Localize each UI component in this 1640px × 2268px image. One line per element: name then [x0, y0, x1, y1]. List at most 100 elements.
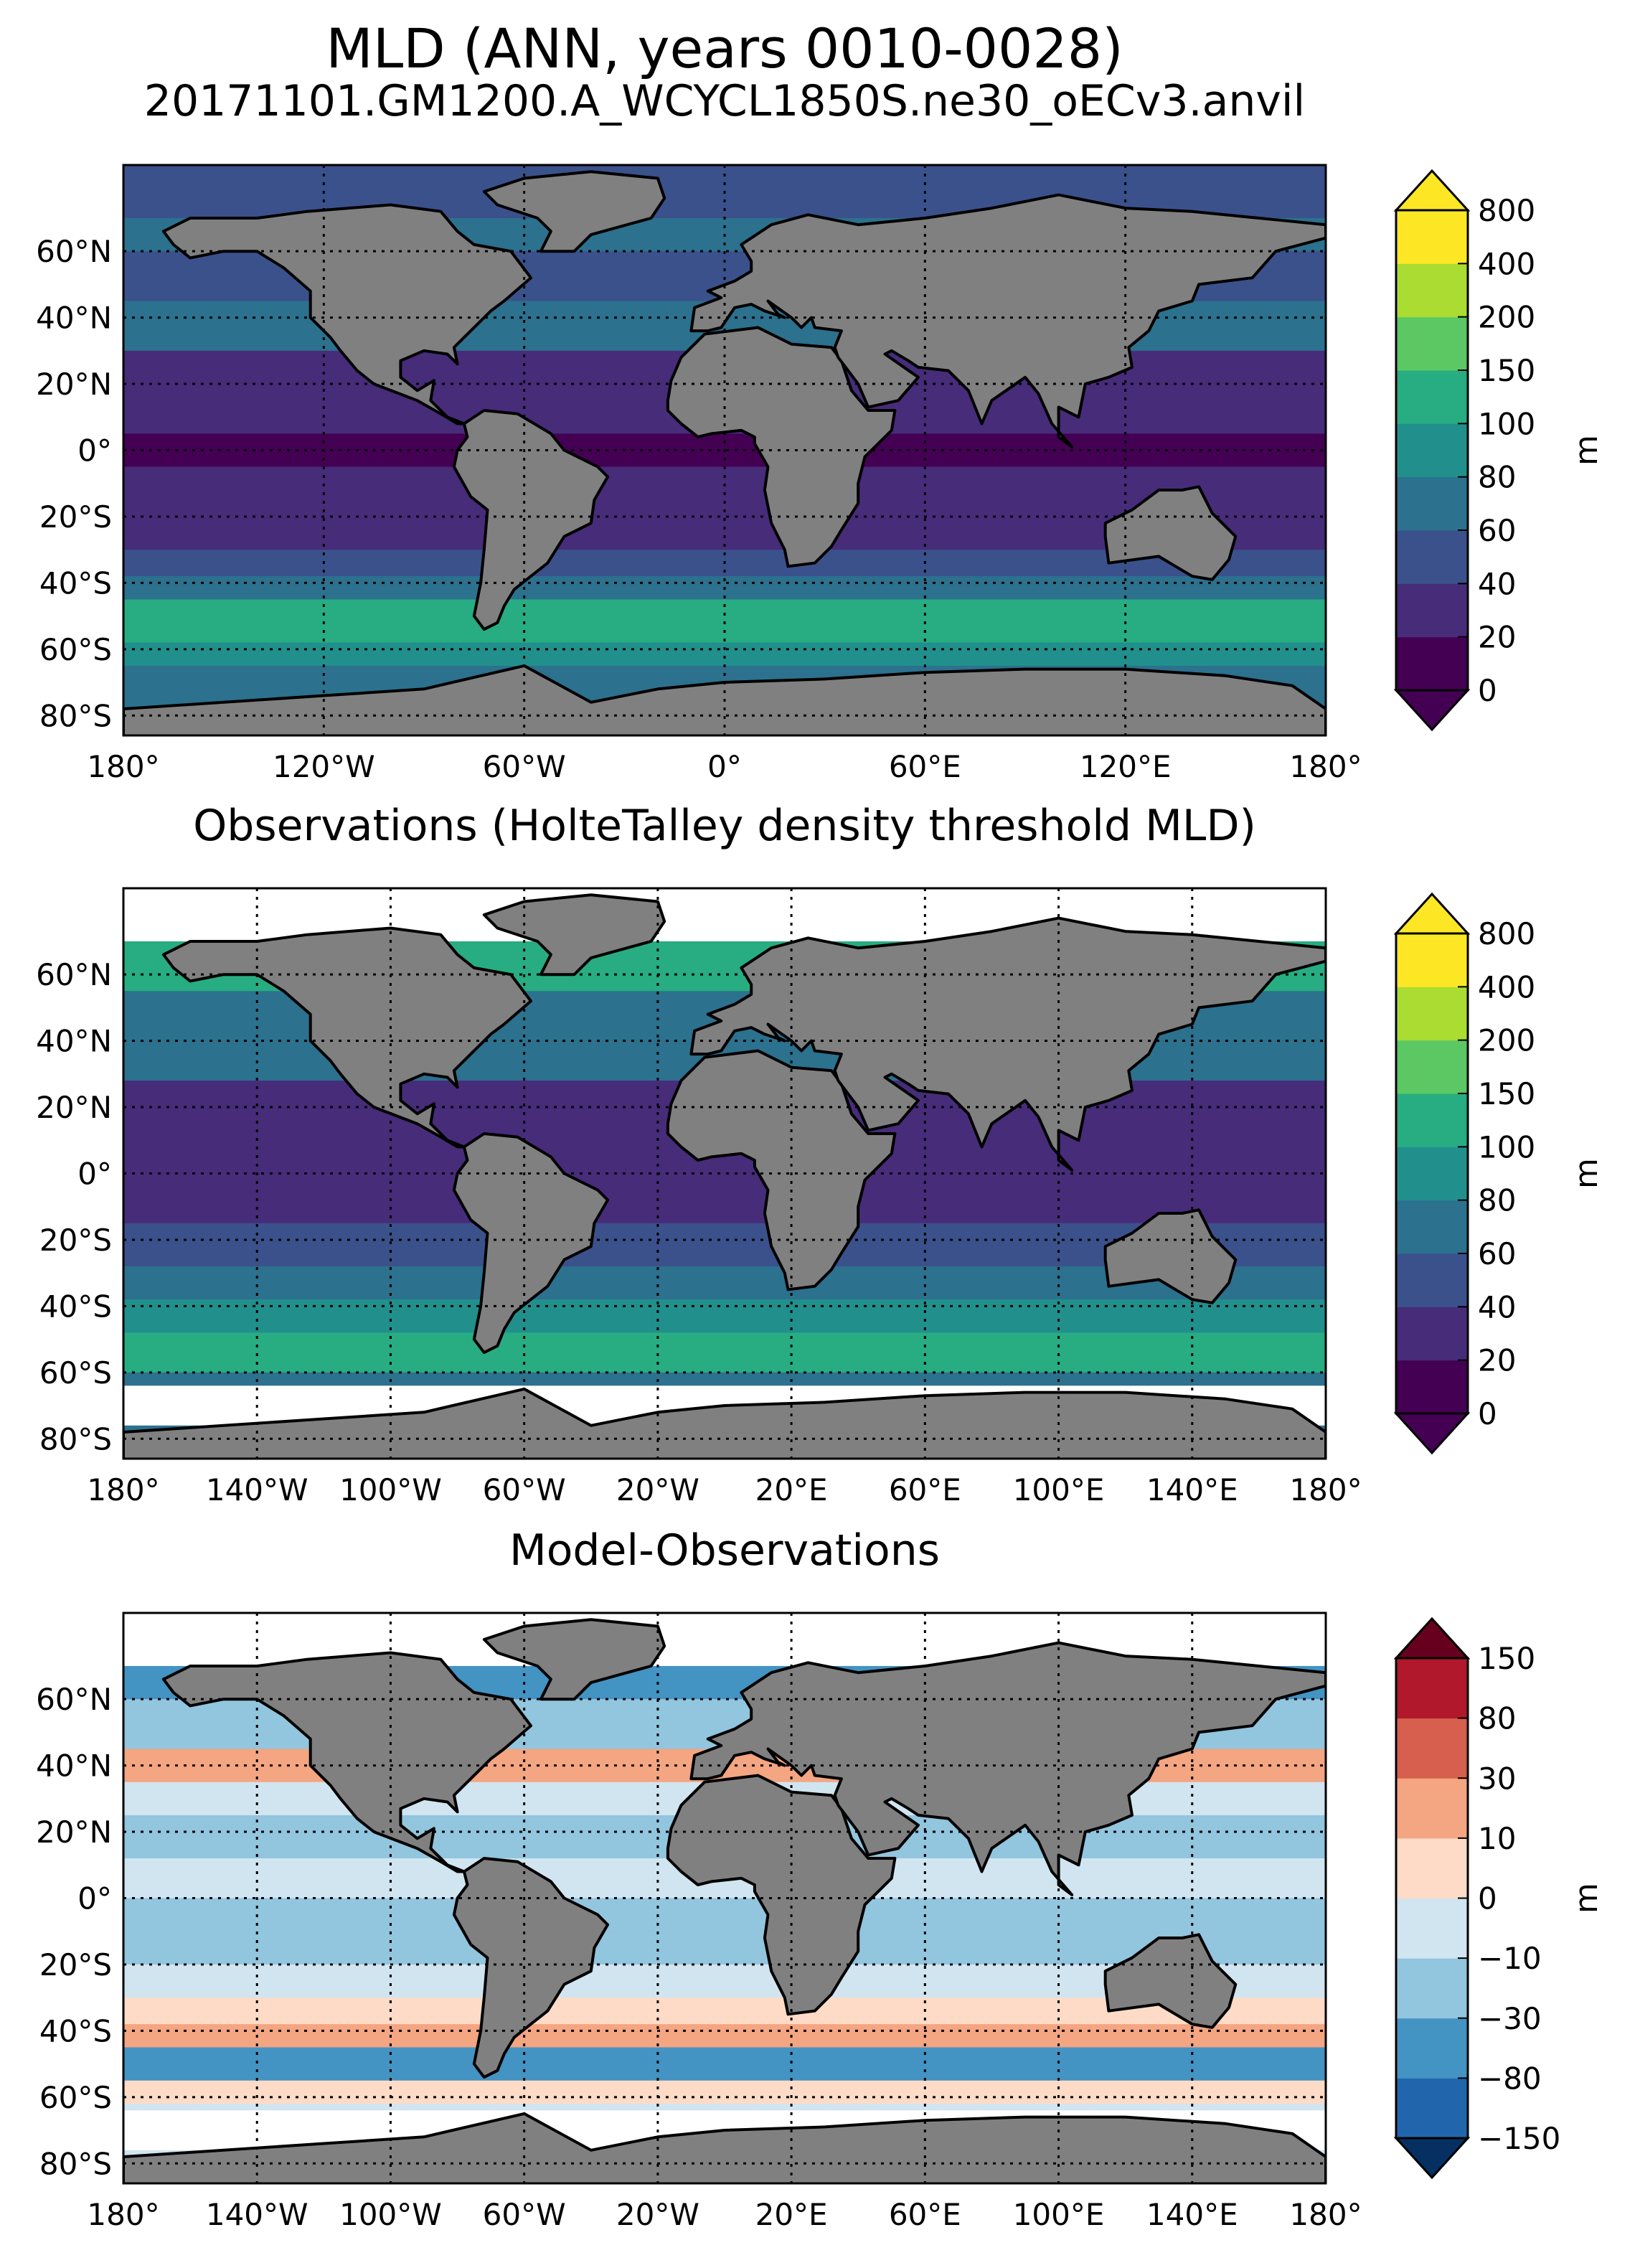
landmass-greenland [482, 1618, 666, 1701]
colorbar-diff: −150 −80 −30 −10 0 10 30 80 150 m [1393, 1617, 1605, 2180]
colorbar-tick-label: 150 [1478, 353, 1535, 388]
lon-tick-label: 120°E [1080, 749, 1172, 784]
colorbar-segment [1396, 316, 1468, 371]
lon-tick-label: 100°W [339, 2197, 442, 2232]
lat-tick-label: 20°S [39, 499, 112, 535]
colorbar-tick-label: 40 [1478, 1289, 1516, 1324]
ocean-band [123, 2080, 1326, 2105]
lat-tick-label: 60°S [39, 1355, 112, 1391]
lat-tick-label: 40°S [39, 1289, 112, 1324]
colorbar-segment [1396, 1898, 1468, 1959]
lat-tick-label: 40°N [36, 1749, 112, 1784]
landmass-greenland [482, 893, 666, 977]
lon-tick-label: 140°E [1146, 1472, 1238, 1507]
lon-tick-label: 20°W [616, 1472, 699, 1507]
colorbar-frame [1395, 932, 1469, 1415]
lat-tick-label: 20°N [36, 1815, 112, 1850]
lat-tick-label: 60°N [36, 957, 112, 992]
lat-tick-label: 40°S [39, 565, 112, 601]
lat-tick-label: 60°N [36, 234, 112, 269]
colorbar-frame [1395, 209, 1469, 692]
colorbar-segment [1396, 2078, 1468, 2139]
lat-tick-label: 0° [77, 1881, 112, 1916]
colorbar-extend-min [1393, 689, 1471, 732]
lon-tick-label: 60°W [483, 1472, 566, 1507]
colorbar-segment [1396, 1253, 1468, 1307]
colorbar-tick-label: 60 [1478, 513, 1516, 548]
colorbar-model: 0 20 40 60 80 100 150 200 400 800 m [1393, 169, 1605, 732]
lon-tick-label: 60°E [889, 2197, 961, 2232]
ocean-band [123, 642, 1326, 667]
lat-tick-label: 80°S [39, 698, 112, 733]
map-model: 60°N 40°N 20°N 0° 20°S 40°S 60°S 80°S 180° 120°W 6… [36, 164, 1362, 784]
colorbar-segment [1396, 583, 1468, 638]
lon-tick-label: 20°E [755, 1472, 828, 1507]
colorbar-tick-label: 80 [1478, 1183, 1516, 1218]
colorbar-obs: 0 20 40 60 80 100 150 200 400 800 m [1393, 892, 1605, 1455]
map-frame [122, 887, 1327, 1460]
colorbar-segment [1396, 370, 1468, 424]
map-diff: 60°N 40°N 20°N 0° 20°S 40°S 60°S 80°S 180° 140°W 1… [36, 1611, 1362, 2232]
colorbar-segment [1396, 476, 1468, 531]
ocean-band [123, 1157, 1326, 1191]
lat-tick-label: 40°S [39, 2013, 112, 2048]
colorbar-segment [1396, 530, 1468, 584]
lon-tick-label: 180° [87, 2197, 159, 2232]
lat-tick-label: 40°N [36, 1024, 112, 1059]
landmass-northAmerica [161, 926, 532, 1149]
lon-tick-label: 140°W [206, 2197, 308, 2232]
lon-tick-label: 20°E [755, 2197, 828, 2232]
lon-tick-label: 100°E [1013, 1472, 1105, 1507]
lon-tick-label: 120°W [273, 749, 375, 784]
lon-tick-label: 0° [707, 749, 742, 784]
colorbar-tick-label: 400 [1478, 246, 1535, 281]
lon-tick-label: 180° [87, 1472, 159, 1507]
colorbar-segment [1396, 1778, 1468, 1839]
lon-tick-label: 180° [1289, 749, 1362, 784]
landmass-africa [666, 326, 897, 568]
lat-tick-label: 60°S [39, 2080, 112, 2115]
colorbar-tick-label: −30 [1478, 2001, 1542, 2036]
colorbar-segment [1396, 1307, 1468, 1361]
ocean-band [123, 2024, 1326, 2048]
ocean-band [123, 2047, 1326, 2081]
colorbar-tick-label: 30 [1478, 1761, 1516, 1796]
colorbar-tick-label: 100 [1478, 1129, 1535, 1164]
landmass-africa [666, 1774, 897, 2016]
lat-tick-label: 60°S [39, 632, 112, 667]
landmass-australia [1103, 1933, 1238, 2029]
lat-tick-label: 60°N [36, 1682, 112, 1717]
map-frame [122, 164, 1327, 737]
colorbar-segment [1396, 1040, 1468, 1094]
lat-tick-label: 40°N [36, 301, 112, 336]
lat-tick-label: 20°S [39, 1223, 112, 1258]
ocean-band [123, 1931, 1326, 1965]
lat-tick-label: 80°S [39, 2146, 112, 2181]
ocean-band [123, 1898, 1326, 1932]
lon-tick-label: 60°W [483, 2197, 566, 2232]
colorbar-tick-label: −10 [1478, 1941, 1542, 1976]
colorbar-extend-max [1393, 1617, 1471, 1660]
colorbar-tick-label: 800 [1478, 193, 1535, 228]
colorbar-tick-label: 60 [1478, 1236, 1516, 1271]
colorbar-segment [1396, 1360, 1468, 1414]
colorbar-segment [1396, 933, 1468, 987]
colorbar-segment [1396, 2018, 1468, 2079]
lon-tick-label: 60°E [889, 1472, 961, 1507]
ocean-band [123, 1190, 1326, 1224]
landmass-northAmerica [161, 203, 532, 425]
colorbar-tick-label: 200 [1478, 1023, 1535, 1058]
colorbar-segment [1396, 987, 1468, 1041]
lon-tick-label: 100°W [339, 1472, 442, 1507]
colorbar-tick-label: 0 [1478, 673, 1497, 708]
ocean-band [123, 1299, 1326, 1334]
lat-tick-label: 20°N [36, 367, 112, 402]
lon-tick-label: 180° [87, 749, 159, 784]
colorbar-segment [1396, 1200, 1468, 1254]
colorbar-tick-label: 200 [1478, 300, 1535, 335]
lon-tick-label: 180° [1289, 2197, 1362, 2232]
colorbar-unit-label: m [1568, 1158, 1605, 1189]
colorbar-segment [1396, 263, 1468, 318]
landmass-northAmerica [161, 1651, 532, 1873]
